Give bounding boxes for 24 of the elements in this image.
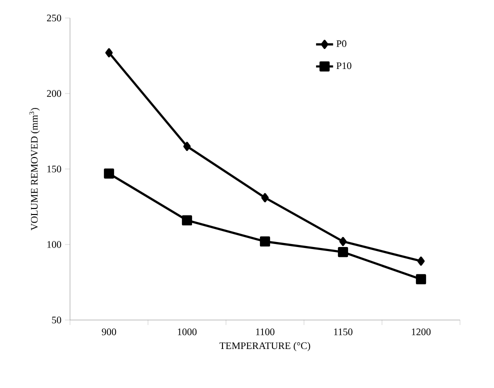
- y-axis-title: VOLUME REMOVED (mm$^{3}$): [29, 108, 40, 230]
- y-tick-label: 100: [47, 241, 62, 248]
- y-tick-label: 50: [52, 316, 62, 324]
- x-tick-label: 1150: [334, 328, 352, 336]
- x-tick-label: 1100: [256, 328, 274, 336]
- y-tick-label: 150: [47, 166, 62, 172]
- y-tick-label: 200: [46, 90, 62, 97]
- point: [183, 142, 191, 151]
- point: [105, 48, 113, 58]
- point: [339, 236, 347, 246]
- legend-label: P10: [336, 62, 352, 70]
- point: [182, 215, 192, 226]
- legend-label: P0: [336, 40, 346, 48]
- point: [104, 168, 114, 179]
- y-tick-label: 250: [46, 14, 62, 22]
- point: [338, 246, 348, 258]
- point: [261, 193, 269, 202]
- x-axis-title: TEMPERATURE (°C): [220, 342, 310, 352]
- x-tick-label: 900: [102, 328, 116, 336]
- x-tick-label: 1200: [412, 328, 431, 336]
- point: [417, 256, 425, 266]
- point: [260, 236, 270, 247]
- point: [416, 274, 426, 284]
- x-tick-label: 1000: [178, 328, 197, 336]
